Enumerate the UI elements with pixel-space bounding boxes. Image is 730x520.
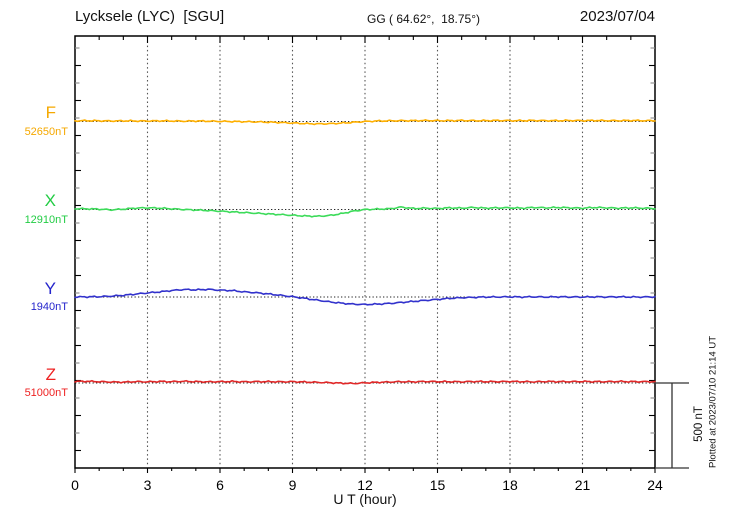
x-tick-label-0: 0	[71, 477, 79, 493]
geographic-coordinates: GG ( 64.62°, 18.75°)	[367, 12, 480, 26]
x-trace	[74, 206, 656, 218]
x-tick-label-15: 15	[430, 477, 446, 493]
x-tick-label-18: 18	[502, 477, 518, 493]
x-axis-title: U T (hour)	[333, 491, 397, 507]
component-baseline-y: 1940nT	[30, 301, 68, 313]
component-baseline-x: 12910nT	[24, 214, 68, 226]
x-tick-label-6: 6	[216, 477, 224, 493]
y-trace	[74, 288, 656, 306]
component-baseline-f: 52650nT	[24, 126, 68, 138]
scale-bar-label: 500 nT	[693, 406, 705, 442]
plot-date: 2023/07/04	[579, 8, 655, 25]
component-baseline-z: 51000nT	[24, 387, 68, 399]
station-title: Lycksele (LYC) [SGU]	[75, 8, 225, 25]
x-tick-label-12: 12	[357, 477, 373, 493]
z-trace	[74, 379, 656, 385]
x-tick-label-21: 21	[575, 477, 591, 493]
x-tick-label-24: 24	[647, 477, 663, 493]
component-label-z: Z	[45, 365, 56, 384]
f-trace	[74, 119, 656, 126]
x-tick-label-9: 9	[289, 477, 297, 493]
plotted-timestamp: Plotted at 2023/07/10 21:14 UT	[707, 335, 719, 469]
component-label-f: F	[45, 103, 56, 122]
component-label-x: X	[44, 191, 56, 210]
x-tick-label-3: 3	[144, 477, 152, 493]
component-label-y: Y	[44, 279, 56, 298]
